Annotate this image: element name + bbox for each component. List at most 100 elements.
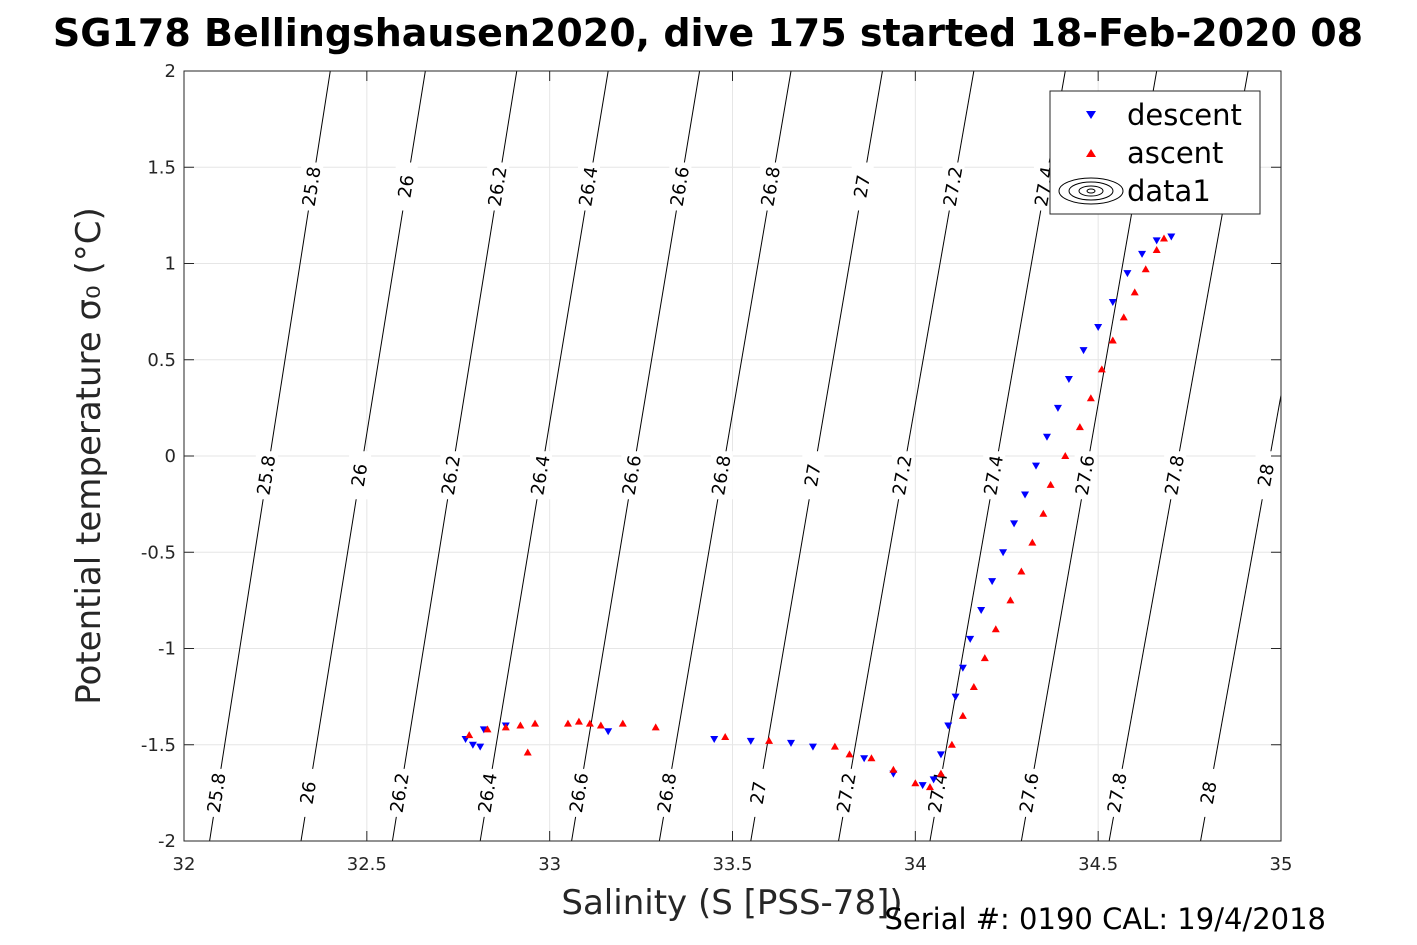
y-tick-label: -1.5	[141, 735, 176, 756]
ascent-point	[721, 733, 730, 741]
ascent-point	[563, 719, 572, 727]
ascent-point	[1130, 288, 1139, 296]
ascent-point	[958, 711, 967, 719]
descent-point	[1032, 462, 1041, 470]
ascent-point	[947, 740, 956, 748]
contour-label-bg	[395, 162, 418, 211]
descent-point	[1010, 520, 1019, 528]
contour-label-bg	[835, 768, 858, 817]
contour-label-bg	[297, 768, 320, 817]
x-tick-label: 32	[173, 854, 196, 875]
ascent-point	[1028, 538, 1037, 546]
legend-ascent-label: ascent	[1127, 136, 1223, 170]
descent-point	[918, 782, 927, 790]
legend-ascent-marker	[1086, 149, 1096, 157]
descent-point	[479, 726, 488, 734]
legend-box	[1049, 90, 1261, 215]
ascent-point	[1086, 394, 1095, 402]
contour-label-bg	[669, 162, 692, 211]
contour-label-bg	[477, 768, 500, 817]
contour-label-bg	[802, 451, 825, 500]
contour-label-bg	[710, 451, 733, 500]
contour-label: 26	[297, 780, 321, 806]
descent-point	[1042, 433, 1051, 441]
contour-label-bg	[851, 162, 874, 211]
ascent-point	[925, 783, 934, 791]
descent-point	[468, 741, 477, 749]
ascent-point	[830, 742, 839, 750]
ascent-point	[1017, 567, 1026, 575]
contour-label-bg	[389, 768, 412, 817]
descent-point	[944, 722, 953, 730]
descent-point	[860, 755, 869, 763]
ascent-point	[516, 721, 525, 729]
ascent-point	[991, 625, 1000, 633]
ascent-point	[936, 769, 945, 777]
contour-label-bg	[748, 768, 771, 817]
descent-point	[958, 664, 967, 672]
y-tick-label: -2	[158, 831, 176, 852]
contour-label-bg	[206, 768, 229, 817]
ascent-point	[531, 719, 540, 727]
descent-point	[999, 549, 1008, 557]
ascent-point	[1097, 365, 1106, 373]
contour-label: 28	[1254, 462, 1279, 488]
chart-title: SG178 Bellingshausen2020, dive 175 start…	[53, 11, 1363, 55]
x-axis-label: Salinity (S [PSS-78])	[561, 883, 902, 923]
contour-label-bg	[1074, 451, 1097, 500]
ascent-point	[1039, 509, 1048, 517]
contour-label-bg	[301, 162, 324, 211]
legend-contour-icon	[1058, 177, 1124, 205]
axis-ticks: 32 32.5 33 33.5 34 34.5 35 -2 -1.5 -1 -0.5 0 0.5 1 1.5…	[141, 61, 1293, 875]
ascent-point	[980, 654, 989, 662]
contour-label: 27	[801, 462, 826, 488]
ascent-point	[1061, 452, 1070, 459]
contour-label-bg	[1198, 768, 1221, 817]
x-tick-label: 35	[1270, 854, 1293, 875]
descent-point	[1079, 347, 1088, 355]
x-tick-label: 33.5	[712, 854, 752, 875]
contour-label: 27	[850, 173, 875, 199]
ascent-point	[1159, 234, 1168, 242]
ascent-point	[585, 719, 594, 727]
contour-label-bg	[621, 451, 644, 500]
contour-label: 26	[394, 174, 418, 200]
ascent-point	[969, 683, 978, 690]
contour-label-bg	[487, 162, 510, 211]
contour-label-bg	[942, 162, 965, 211]
data-points	[461, 233, 1176, 791]
contour-labels: 25.825.825.826262626.226.226.226.426.426…	[204, 162, 1279, 817]
contour-label: 27	[747, 780, 772, 806]
legend: descent ascent data1	[1049, 90, 1261, 215]
contour-label-bg	[568, 768, 591, 817]
contour-label-bg	[983, 451, 1006, 500]
contour-label-bg	[760, 162, 783, 211]
descent-point	[1108, 299, 1117, 306]
descent-point	[476, 743, 485, 751]
contour-label: 28	[1197, 780, 1222, 806]
y-tick-label: -0.5	[141, 542, 176, 563]
ascent-point	[867, 754, 876, 762]
ascent-point	[651, 723, 660, 731]
ascent-point	[574, 717, 583, 725]
ascent-point	[765, 736, 774, 744]
ascent-point	[845, 750, 854, 758]
descent-point	[988, 578, 997, 586]
ascent-point	[1075, 423, 1084, 431]
ascent-point	[501, 723, 510, 731]
legend-descent-label: descent	[1127, 98, 1242, 132]
ascent-point	[596, 721, 605, 729]
descent-point	[604, 728, 613, 736]
descent-point	[929, 776, 938, 784]
descent-point	[1123, 270, 1132, 278]
ascent-point	[465, 731, 474, 739]
descent-point	[1152, 237, 1161, 245]
x-tick-label: 33	[538, 854, 561, 875]
contour-label-bg	[577, 162, 600, 211]
ascent-point	[1141, 265, 1150, 273]
contour-label-bg	[255, 451, 278, 500]
descent-point	[1138, 250, 1147, 258]
x-tick-label: 32.5	[347, 854, 387, 875]
descent-point	[1053, 404, 1062, 412]
